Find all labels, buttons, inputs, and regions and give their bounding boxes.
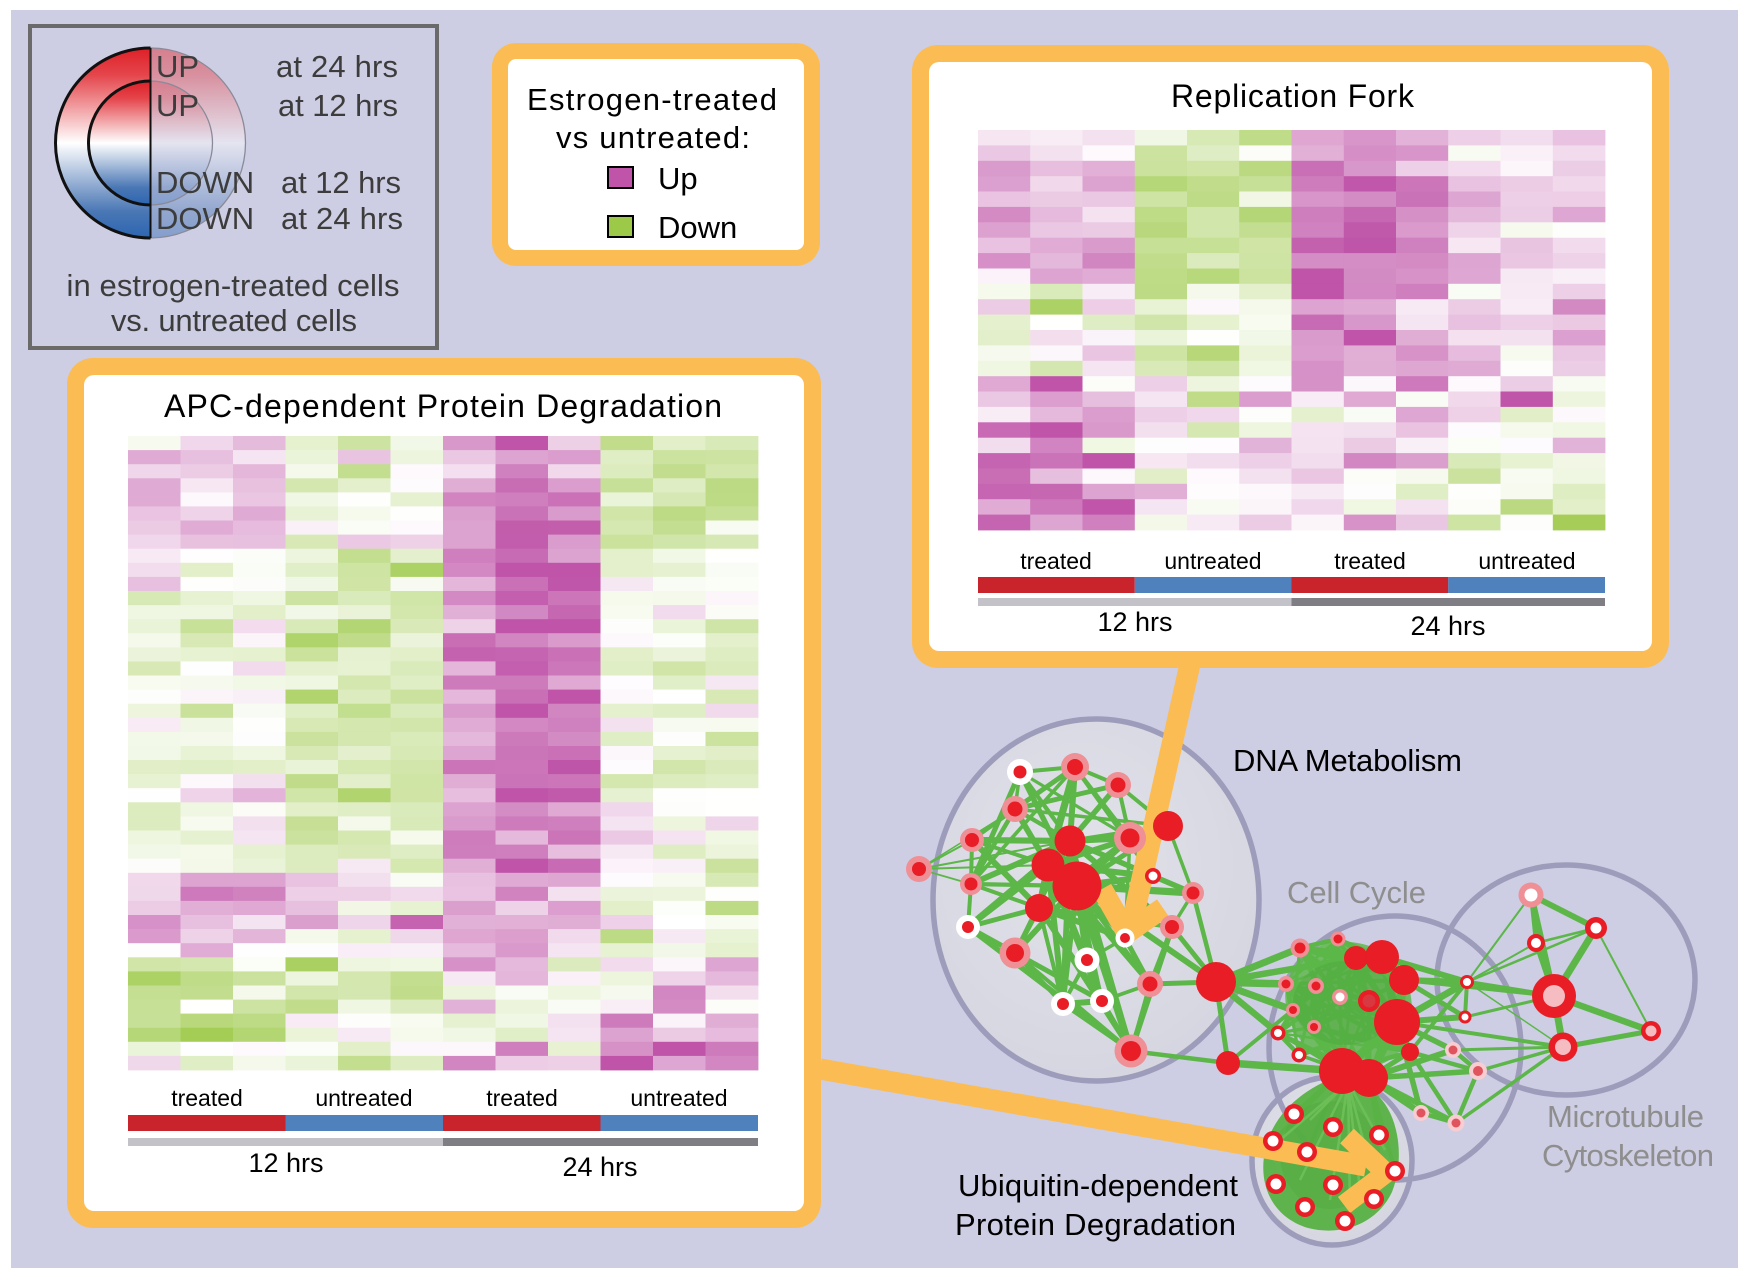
- svg-text:Microtubule: Microtubule: [1547, 1099, 1704, 1134]
- svg-text:Ubiquitin-dependent: Ubiquitin-dependent: [958, 1168, 1238, 1203]
- svg-text:24 hrs: 24 hrs: [562, 1152, 637, 1182]
- svg-text:untreated: untreated: [1164, 548, 1261, 574]
- svg-text:treated: treated: [171, 1085, 243, 1111]
- svg-text:DOWN: DOWN: [156, 201, 254, 236]
- svg-text:DOWN: DOWN: [156, 165, 254, 200]
- svg-text:vs. untreated cells: vs. untreated cells: [111, 303, 357, 338]
- svg-text:at 24 hrs: at 24 hrs: [276, 49, 398, 84]
- svg-text:Replication Fork: Replication Fork: [1171, 78, 1415, 114]
- svg-text:Protein Degradation: Protein Degradation: [955, 1207, 1236, 1242]
- svg-text:untreated: untreated: [315, 1085, 412, 1111]
- svg-text:in estrogen-treated cells: in estrogen-treated cells: [67, 268, 400, 303]
- svg-text:at 24 hrs: at 24 hrs: [281, 201, 403, 236]
- svg-text:Cytoskeleton: Cytoskeleton: [1542, 1138, 1714, 1173]
- svg-text:Down: Down: [658, 210, 737, 245]
- svg-text:untreated: untreated: [1478, 548, 1575, 574]
- svg-text:APC-dependent Protein Degradat: APC-dependent Protein Degradation: [164, 388, 722, 424]
- svg-text:treated: treated: [486, 1085, 558, 1111]
- svg-text:12 hrs: 12 hrs: [248, 1148, 323, 1178]
- svg-text:at 12 hrs: at 12 hrs: [278, 88, 398, 123]
- svg-text:24 hrs: 24 hrs: [1410, 611, 1485, 641]
- svg-text:treated: treated: [1020, 548, 1092, 574]
- svg-text:UP: UP: [156, 49, 199, 84]
- svg-text:Cell Cycle: Cell Cycle: [1287, 875, 1426, 910]
- svg-text:Estrogen-treated: Estrogen-treated: [527, 82, 777, 117]
- svg-text:DNA Metabolism: DNA Metabolism: [1233, 743, 1462, 778]
- svg-text:vs untreated:: vs untreated:: [556, 120, 750, 155]
- svg-text:untreated: untreated: [630, 1085, 727, 1111]
- svg-text:at 12 hrs: at 12 hrs: [281, 165, 401, 200]
- svg-text:UP: UP: [156, 88, 199, 123]
- svg-text:treated: treated: [1334, 548, 1406, 574]
- svg-text:Up: Up: [658, 161, 698, 196]
- svg-text:12 hrs: 12 hrs: [1097, 607, 1172, 637]
